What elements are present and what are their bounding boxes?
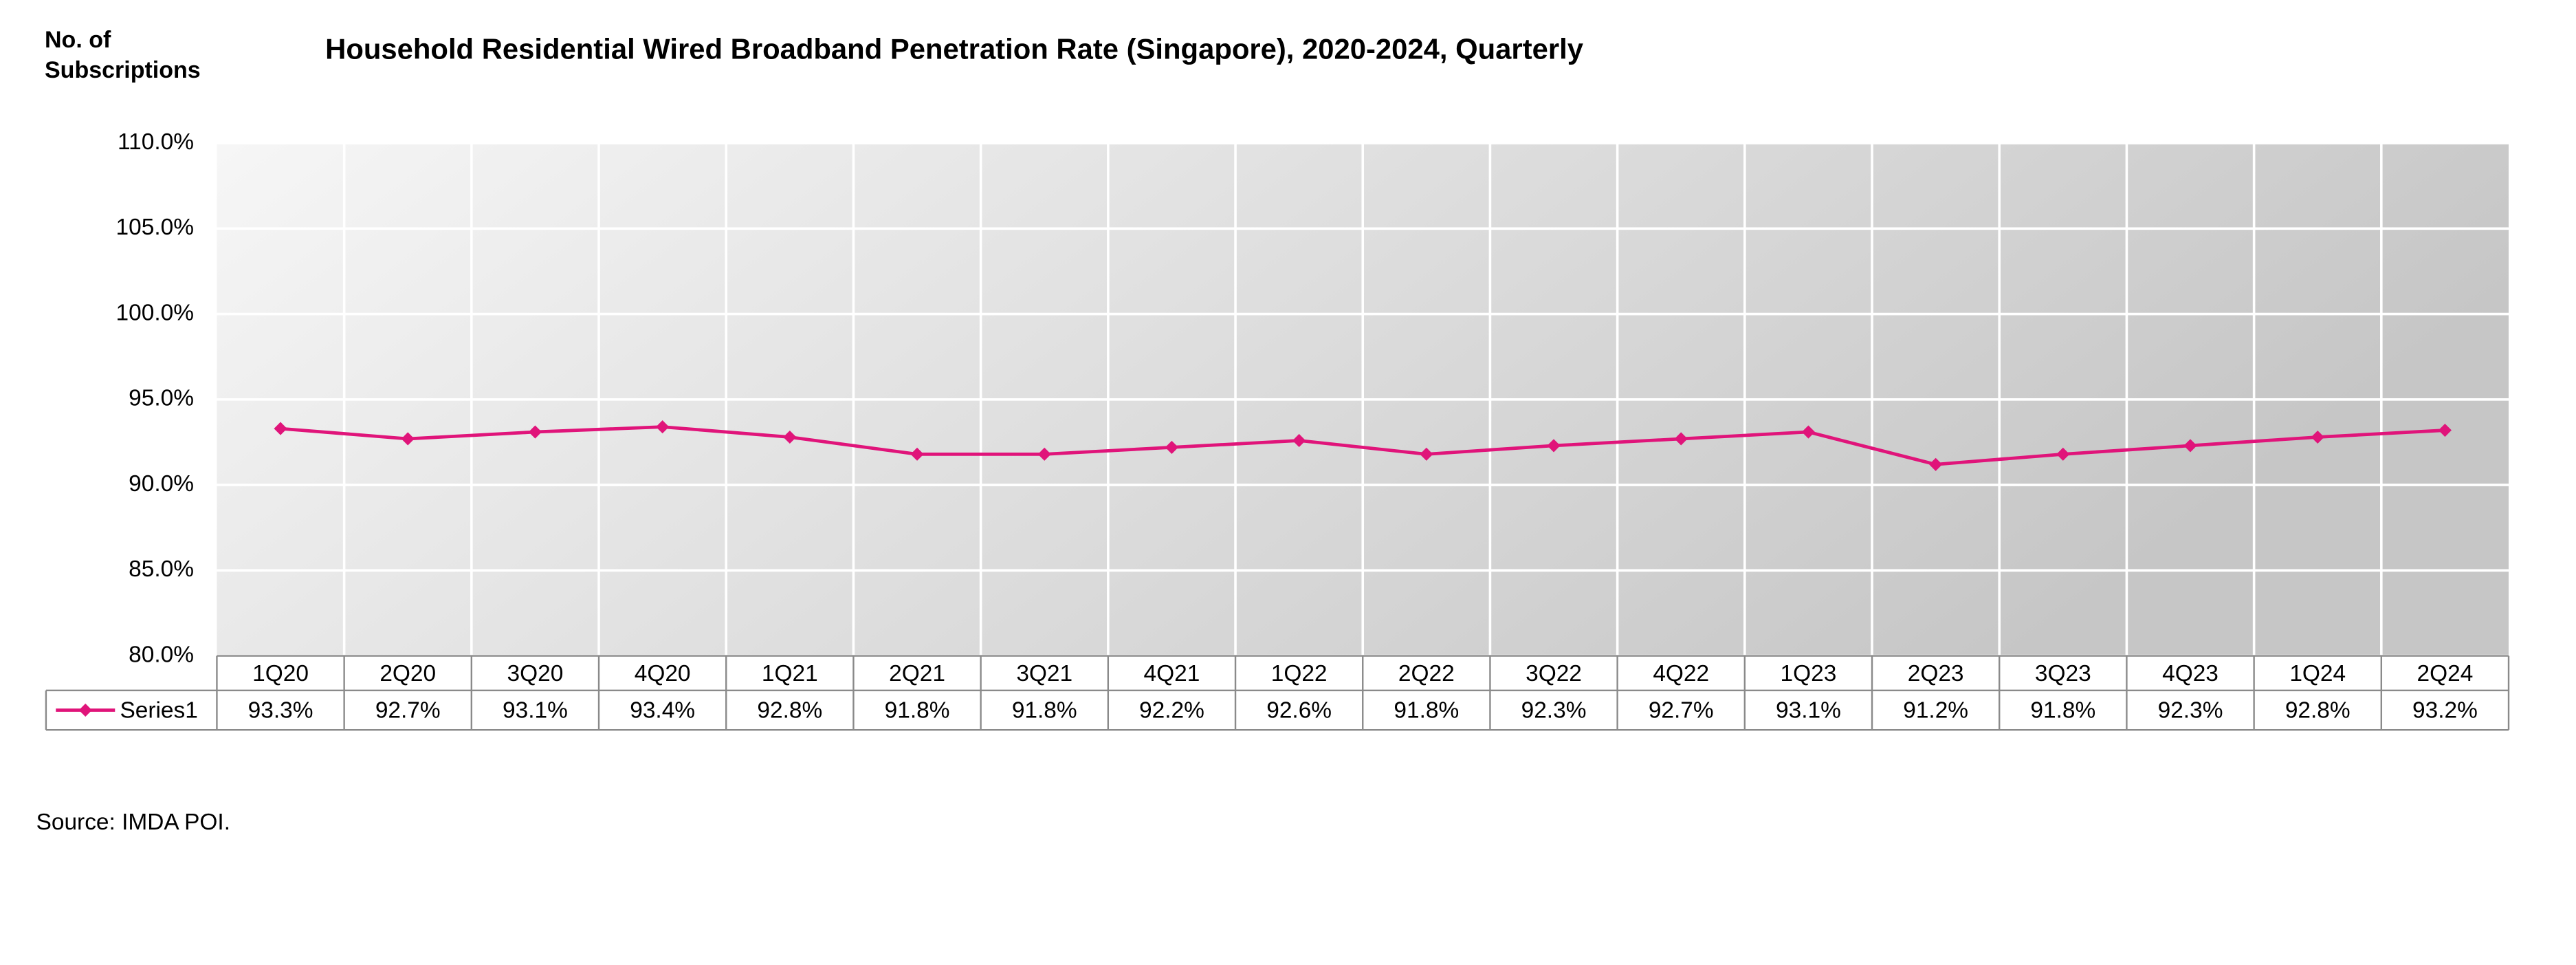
data-label: 92.3%: [2158, 698, 2223, 724]
data-label: 93.1%: [503, 698, 568, 724]
data-label: 92.8%: [757, 698, 822, 724]
data-label: 92.2%: [1139, 698, 1204, 724]
y-tick-label: 105.0%: [116, 215, 194, 240]
x-tick-label: 4Q23: [2162, 661, 2219, 686]
data-point: [2438, 423, 2452, 437]
y-axis-label: No. of Subscriptions: [45, 27, 201, 83]
legend-marker: [78, 703, 92, 717]
x-tick-label: 1Q21: [762, 661, 818, 686]
data-label: 92.7%: [375, 698, 441, 724]
x-tick-label: 2Q23: [1908, 661, 1964, 686]
x-tick-label: 2Q21: [889, 661, 945, 686]
data-label: 91.8%: [1394, 698, 1459, 724]
data-label: 92.8%: [2285, 698, 2351, 724]
source-note: Source: IMDA POI.: [36, 810, 230, 835]
data-point: [2056, 447, 2070, 461]
data-label: 93.1%: [1776, 698, 1841, 724]
x-tick-label: 4Q22: [1653, 661, 1709, 686]
data-label: 93.4%: [630, 698, 695, 724]
data-point: [1037, 447, 1051, 461]
chart-title: Household Residential Wired Broadband Pe…: [325, 32, 1584, 65]
data-point: [1165, 440, 1178, 454]
x-tick-label: 1Q22: [1271, 661, 1328, 686]
y-tick-label: 80.0%: [129, 642, 194, 667]
x-tick-label: 3Q21: [1016, 661, 1072, 686]
x-tick-label: 2Q24: [2417, 661, 2474, 686]
y-tick-label: 100.0%: [116, 300, 194, 325]
series-line: [280, 425, 2445, 466]
y-tick-label: 90.0%: [129, 471, 194, 497]
x-tick-label: 1Q24: [2289, 661, 2346, 686]
x-tick-label: 1Q20: [252, 661, 309, 686]
data-point: [1547, 439, 1561, 453]
data-point: [1801, 425, 1815, 439]
data-label: 93.2%: [2412, 698, 2478, 724]
x-tick-label: 2Q22: [1398, 661, 1455, 686]
y-tick-label: 85.0%: [129, 556, 194, 582]
x-tick-label: 3Q22: [1526, 661, 1582, 686]
x-tick-label: 3Q20: [507, 661, 564, 686]
x-tick-label: 4Q20: [635, 661, 691, 686]
legend-label: Series1: [120, 698, 197, 724]
data-point: [656, 420, 670, 434]
data-label: 92.7%: [1649, 698, 1714, 724]
data-point: [528, 425, 542, 439]
data-point: [274, 422, 287, 435]
data-point: [2183, 439, 2197, 453]
data-label: 92.3%: [1521, 698, 1587, 724]
data-label: 91.2%: [1903, 698, 1968, 724]
data-label: 91.8%: [2030, 698, 2095, 724]
data-label: 92.6%: [1266, 698, 1332, 724]
x-tick-label: 4Q21: [1144, 661, 1200, 686]
data-point: [1420, 447, 1433, 461]
y-tick-label: 95.0%: [129, 386, 194, 411]
data-point: [783, 430, 797, 444]
data-label: 91.8%: [1012, 698, 1077, 724]
x-tick-label: 2Q20: [379, 661, 436, 686]
data-label: 93.3%: [248, 698, 313, 724]
y-tick-label: 110.0%: [118, 129, 194, 155]
data-label: 91.8%: [885, 698, 950, 724]
x-tick-label: 1Q23: [1781, 661, 1837, 686]
data-point: [2311, 430, 2324, 444]
x-tick-label: 3Q23: [2035, 661, 2091, 686]
